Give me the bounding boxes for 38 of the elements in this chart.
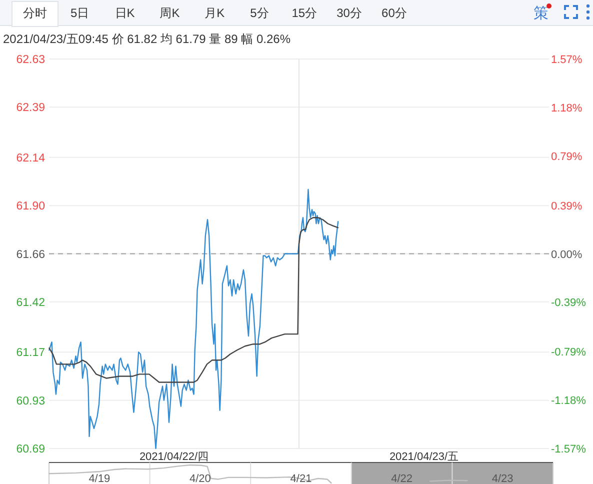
y-tick-label: 61.17 bbox=[16, 347, 45, 360]
y-tick-label: 61.66 bbox=[16, 248, 45, 261]
y-tick-label: 62.63 bbox=[16, 54, 45, 66]
y2-tick-label: -1.18% bbox=[551, 395, 586, 408]
text: 月K bbox=[204, 6, 225, 20]
x-tick-label: 4/20 bbox=[189, 473, 211, 484]
y2-tick-label: -1.57% bbox=[551, 444, 586, 456]
y2-tick-label: 0.39% bbox=[551, 200, 582, 212]
y-tick-label: 60.69 bbox=[16, 444, 45, 456]
y-tick-label: 61.90 bbox=[16, 200, 45, 213]
y2-tick-label: -0.79% bbox=[551, 346, 586, 359]
line-series bbox=[48, 188, 339, 450]
x-tick-label: 4/22 bbox=[391, 473, 413, 484]
y2-tick-label: 1.57% bbox=[551, 54, 582, 66]
x-tick-label: 4/19 bbox=[88, 473, 110, 484]
y2-tick-label: -0.39% bbox=[551, 297, 586, 310]
text: 周K bbox=[160, 6, 180, 20]
text: 分时 bbox=[23, 6, 47, 20]
y2-tick-label: 0.00% bbox=[551, 248, 582, 261]
line-series bbox=[48, 217, 339, 383]
text: 日K bbox=[114, 6, 135, 20]
y-tick-label: 61.42 bbox=[16, 296, 45, 309]
x-tick-label: 4/21 bbox=[290, 473, 312, 484]
y-tick-label: 62.14 bbox=[16, 152, 46, 164]
x-tick-label: 2021/04/23/五 bbox=[389, 451, 459, 463]
text: 策 bbox=[534, 5, 548, 22]
y-tick-label: 62.39 bbox=[16, 102, 45, 114]
text: 5分 bbox=[250, 6, 269, 20]
y2-tick-label: 1.18% bbox=[551, 102, 582, 114]
chart-title: 2021/04/23/五09:45 价 61.82 均 61.79 量 89 幅 0.26% bbox=[3, 32, 291, 46]
text: 15分 bbox=[292, 6, 318, 20]
x-tick-label: 4/23 bbox=[492, 473, 514, 484]
y2-tick-label: 0.79% bbox=[551, 150, 582, 163]
y-tick-label: 60.93 bbox=[16, 395, 45, 408]
text: 5日 bbox=[70, 6, 90, 20]
text: 60分 bbox=[382, 6, 407, 20]
text: 30分 bbox=[336, 6, 362, 20]
x-tick-label: 2021/04/22/四 bbox=[139, 451, 209, 463]
